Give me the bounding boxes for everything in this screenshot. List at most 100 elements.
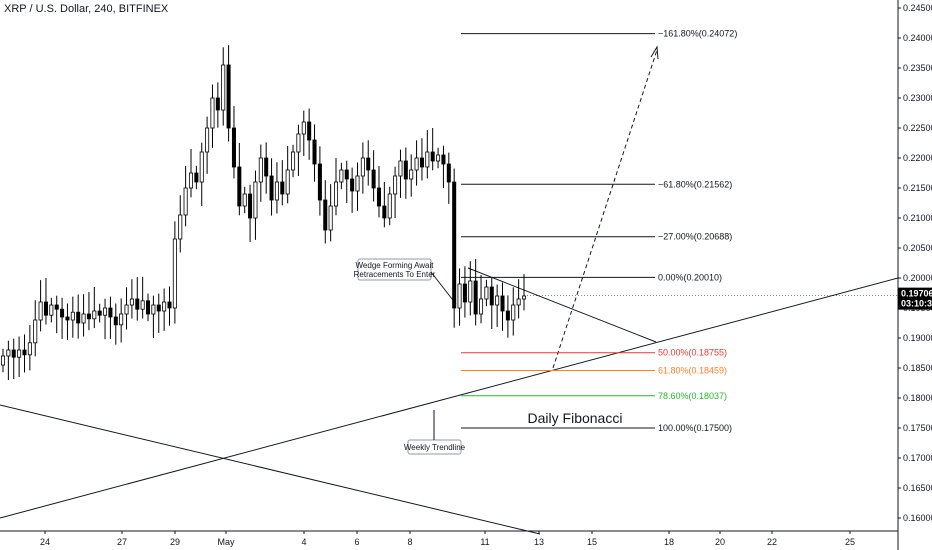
candle-body — [419, 157, 424, 168]
candle-body — [81, 313, 86, 324]
candle-body — [452, 181, 457, 309]
fib-level-label: 61.80%(0.18459) — [658, 365, 727, 375]
candle-body — [414, 157, 419, 171]
countdown-value: 03:10:33 — [901, 299, 932, 309]
candle-body — [97, 310, 102, 316]
candle-body — [113, 316, 118, 326]
candle-body — [6, 349, 11, 357]
wedge-upper-line — [467, 267, 657, 343]
candle-body — [70, 311, 75, 321]
candle-body — [333, 181, 339, 207]
fib-level-label: 50.00%(0.18755) — [658, 348, 727, 358]
candle-body — [188, 172, 194, 189]
candle-body — [371, 169, 376, 189]
candle-body — [360, 157, 365, 177]
candle-body — [500, 295, 505, 312]
candle-body — [376, 187, 381, 207]
candle-body — [425, 151, 430, 168]
candle-body — [382, 205, 387, 219]
weekly-trendline — [0, 277, 899, 519]
candle-body — [393, 175, 398, 195]
candle-body — [312, 139, 317, 165]
candle-body — [479, 298, 484, 315]
candle-body — [17, 349, 22, 358]
candle-body — [462, 283, 467, 303]
candle-body — [366, 157, 371, 171]
wedge-note-line1: Wedge Forming Await — [356, 261, 435, 270]
candle-body — [409, 169, 414, 180]
candle-body — [446, 163, 451, 183]
candle-body — [242, 193, 247, 207]
candle-body — [505, 310, 510, 321]
candle-body — [156, 304, 161, 312]
date-tick-label: 27 — [117, 537, 127, 547]
candle-body — [194, 172, 199, 183]
candle-body — [92, 310, 97, 320]
candle-body — [151, 304, 156, 315]
candle-body — [264, 157, 269, 177]
candle-body — [27, 342, 32, 356]
candle-body — [387, 193, 392, 219]
candle-body — [473, 280, 478, 315]
wedge-note-box — [357, 258, 432, 281]
candle-body — [129, 298, 134, 306]
candle-body — [86, 313, 91, 320]
date-tick-label: 11 — [480, 537, 489, 547]
projection-arrowhead — [650, 45, 659, 60]
candle-body — [60, 308, 65, 318]
fib-level-label: −61.80%(0.21562) — [658, 179, 732, 189]
candle-body — [355, 175, 360, 192]
date-tick-label: 24 — [40, 537, 50, 547]
chart-title: XRP / U.S. Dollar, 240, BITFINEX — [4, 3, 169, 15]
candle-body — [495, 295, 500, 306]
candle-body — [103, 307, 108, 316]
candle-body — [215, 97, 220, 111]
candle-body — [221, 64, 226, 111]
date-tick-label: May — [217, 537, 235, 547]
candle-body — [167, 301, 172, 309]
fib-level-label: 78.60%(0.18037) — [658, 391, 727, 401]
candle-body — [199, 151, 204, 183]
candle-body — [296, 133, 301, 153]
date-tick-label: 29 — [170, 537, 180, 547]
candle-body — [521, 295, 527, 300]
candle-body — [258, 157, 263, 183]
projection-dashed-line — [552, 49, 658, 369]
candle-body — [237, 166, 242, 207]
date-tick-label: 8 — [407, 537, 412, 547]
fib-level-label: −27.00%(0.20688) — [658, 232, 732, 242]
candle-body — [146, 300, 151, 315]
descending-trendline — [0, 404, 541, 535]
candle-body — [162, 301, 167, 312]
date-tick-label: 22 — [767, 537, 777, 547]
date-tick-label: 18 — [664, 537, 674, 547]
candle-body — [430, 151, 435, 162]
trendline-note-label: Weekly Trendline — [404, 443, 466, 452]
candle-body — [339, 169, 344, 183]
candle-body — [307, 121, 312, 141]
candle-body — [398, 160, 403, 177]
candle-body — [49, 304, 54, 316]
candle-body — [468, 280, 473, 303]
candle-body — [124, 304, 129, 315]
price-tick-label: 0.17500 — [903, 423, 932, 433]
candle-body — [119, 313, 124, 326]
date-tick-label: 15 — [587, 537, 597, 547]
candle-body — [43, 301, 48, 316]
candle-body — [301, 121, 306, 135]
candle-body — [135, 298, 140, 310]
last-price-value: 0.19706 — [901, 289, 932, 299]
candle-body — [328, 205, 333, 231]
candle-body — [140, 300, 145, 310]
